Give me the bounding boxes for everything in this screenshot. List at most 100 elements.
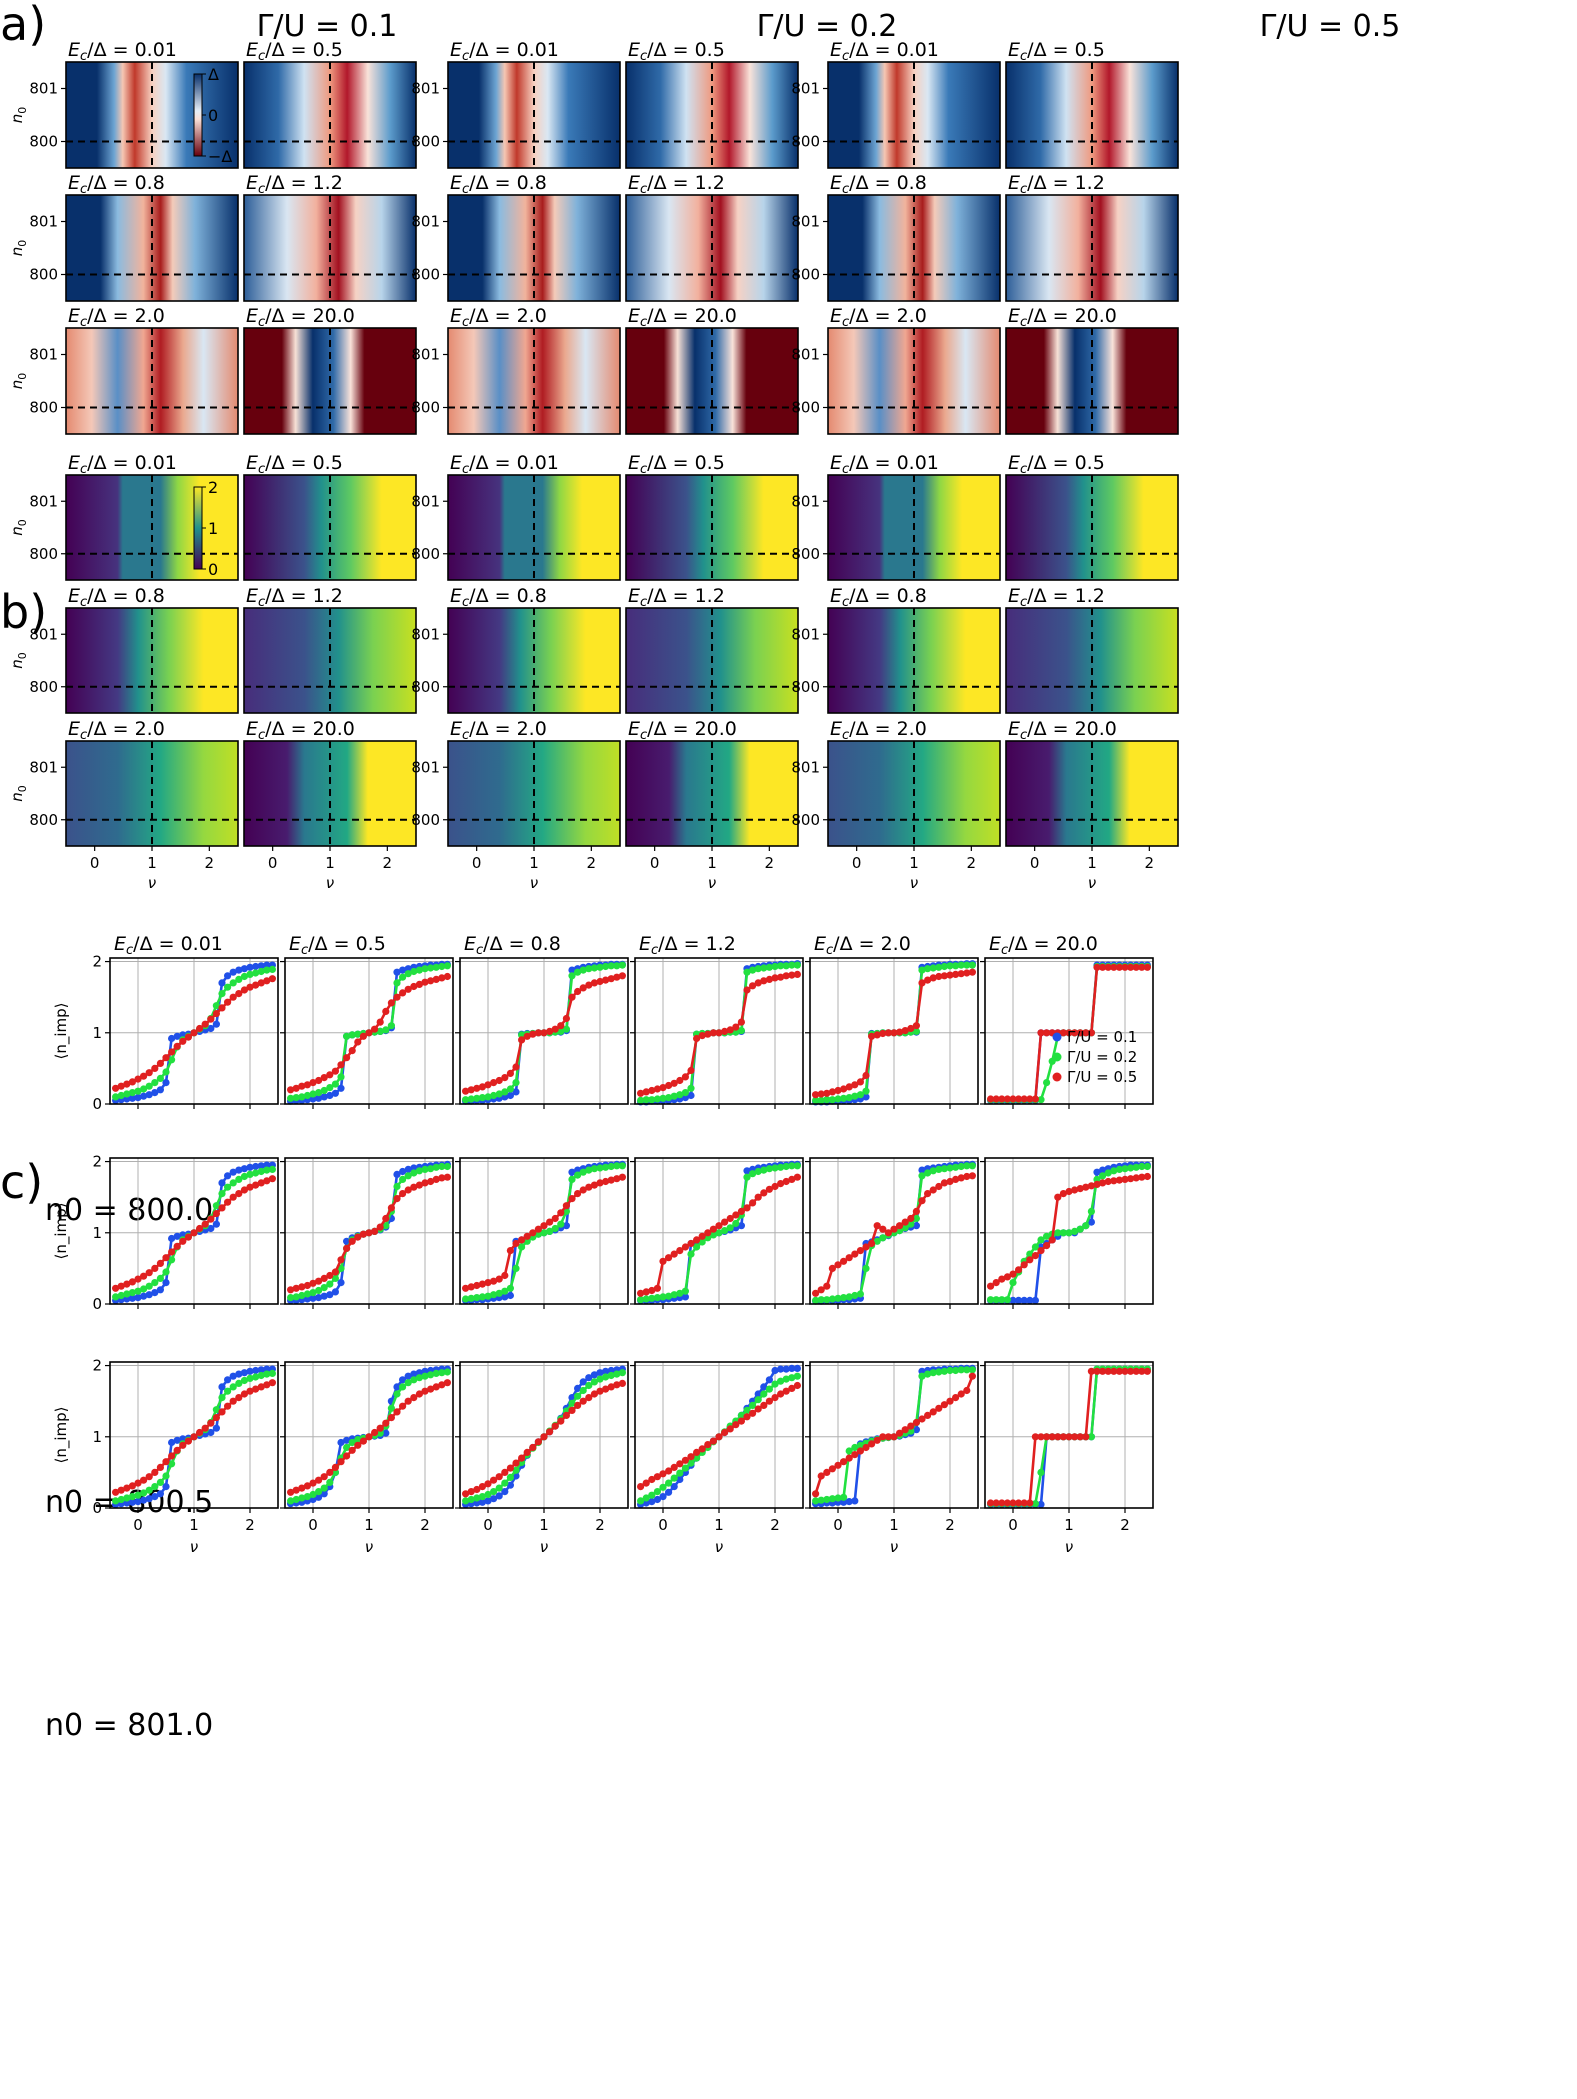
y-tick-label: 801 (791, 758, 820, 776)
data-point (574, 1166, 582, 1174)
a-colorbar: Δ 0 −Δ (193, 65, 232, 166)
data-point (343, 1244, 351, 1252)
data-point (1104, 1177, 1112, 1186)
axes-frame (827, 607, 1001, 714)
y-tick-label: 800 (29, 133, 58, 151)
data-point (229, 1179, 237, 1187)
data-point (1037, 1468, 1045, 1476)
data-point (246, 1183, 254, 1191)
data-point (788, 1384, 796, 1392)
data-point (168, 1438, 176, 1447)
data-point (618, 1369, 627, 1377)
data-point (793, 1364, 802, 1372)
data-point (399, 1376, 407, 1384)
data-point (562, 1025, 571, 1033)
y-axis-label: n0 (8, 373, 29, 390)
data-point (754, 1167, 762, 1176)
data-point (912, 1207, 921, 1215)
data-point (252, 1162, 260, 1171)
axes-frame (1005, 607, 1179, 714)
data-point (393, 993, 401, 1001)
y-tick-label: 801 (411, 492, 440, 510)
data-point (659, 1084, 667, 1092)
data-point (721, 1218, 729, 1226)
x-tick-label: 1 (325, 854, 335, 872)
data-point (320, 1284, 328, 1292)
data-point (292, 1486, 300, 1494)
x-tick-label: 1 (364, 1516, 374, 1534)
x-tick-label: 2 (587, 854, 597, 872)
data-point (987, 1095, 995, 1103)
data-point (665, 1488, 673, 1496)
y-tick-label: 801 (791, 80, 820, 98)
axes-frame (827, 474, 1001, 581)
data-point (670, 1463, 678, 1471)
data-point (415, 1181, 423, 1189)
data-point (579, 984, 587, 992)
data-point (579, 1186, 587, 1194)
data-point (551, 1214, 559, 1223)
data-point (443, 962, 451, 970)
data-point (478, 1094, 486, 1102)
data-point (596, 963, 604, 971)
line-plot-3-2: 0 1 2 ν (280, 1361, 454, 1556)
data-point (765, 1397, 774, 1405)
subplot-title: Ec/Δ = 0.01 (830, 452, 939, 477)
data-point (687, 1084, 695, 1092)
data-point (868, 1440, 876, 1448)
data-point (648, 1294, 656, 1302)
data-point (935, 1404, 943, 1412)
data-point (1138, 1173, 1146, 1181)
data-point (145, 1282, 153, 1290)
data-point (501, 1088, 509, 1096)
data-point (754, 1396, 762, 1404)
data-point (438, 1174, 446, 1182)
data-point (438, 974, 446, 982)
n0-title-3: n0 = 801.0 (45, 1708, 213, 1743)
data-point (224, 1183, 232, 1191)
data-point (1015, 1296, 1023, 1304)
data-point (834, 1095, 842, 1103)
data-point (1087, 1182, 1095, 1190)
subplot-title: Ec/Δ = 20.0 (989, 933, 1098, 958)
data-point (1026, 1250, 1034, 1258)
data-point (963, 1162, 971, 1170)
y-axis-label: n0 (8, 519, 29, 536)
data-point (337, 1256, 345, 1264)
data-point (642, 1499, 650, 1507)
data-point (495, 1473, 503, 1481)
data-point (765, 1185, 774, 1193)
colorbar-tick-label: 1 (208, 519, 218, 538)
subplot-title: Ec/Δ = 0.8 (450, 585, 547, 610)
data-point (529, 1443, 537, 1452)
data-point (140, 1085, 148, 1093)
axes-frame (447, 194, 621, 302)
line-plot-2-1: 0 1 2 ⟨n_imp⟩ (52, 1153, 279, 1313)
legend: Γ/U = 0.1 Γ/U = 0.2 Γ/U = 0.5 (1052, 1028, 1137, 1086)
data-point (1076, 1433, 1084, 1441)
data-point (478, 1083, 486, 1091)
data-point (145, 1495, 153, 1503)
data-point (613, 1175, 621, 1183)
data-point (918, 1172, 926, 1180)
data-point (399, 1175, 407, 1183)
data-point (782, 1162, 790, 1171)
data-point (134, 1275, 142, 1283)
data-point (1076, 1029, 1084, 1037)
data-point (715, 1222, 723, 1230)
y-tick-label: 800 (411, 678, 440, 696)
x-tick-label: 2 (967, 854, 977, 872)
data-point (856, 1290, 865, 1298)
subplot-title: Ec/Δ = 0.01 (450, 452, 559, 477)
data-point (987, 1499, 995, 1507)
data-point (737, 1027, 746, 1035)
data-point (912, 1418, 921, 1427)
data-point (359, 1032, 367, 1040)
data-point (224, 972, 232, 980)
data-point (523, 1232, 531, 1240)
data-point (771, 1380, 779, 1388)
data-point (1115, 1367, 1123, 1375)
data-point (924, 1169, 932, 1177)
axes-frame (65, 474, 239, 581)
